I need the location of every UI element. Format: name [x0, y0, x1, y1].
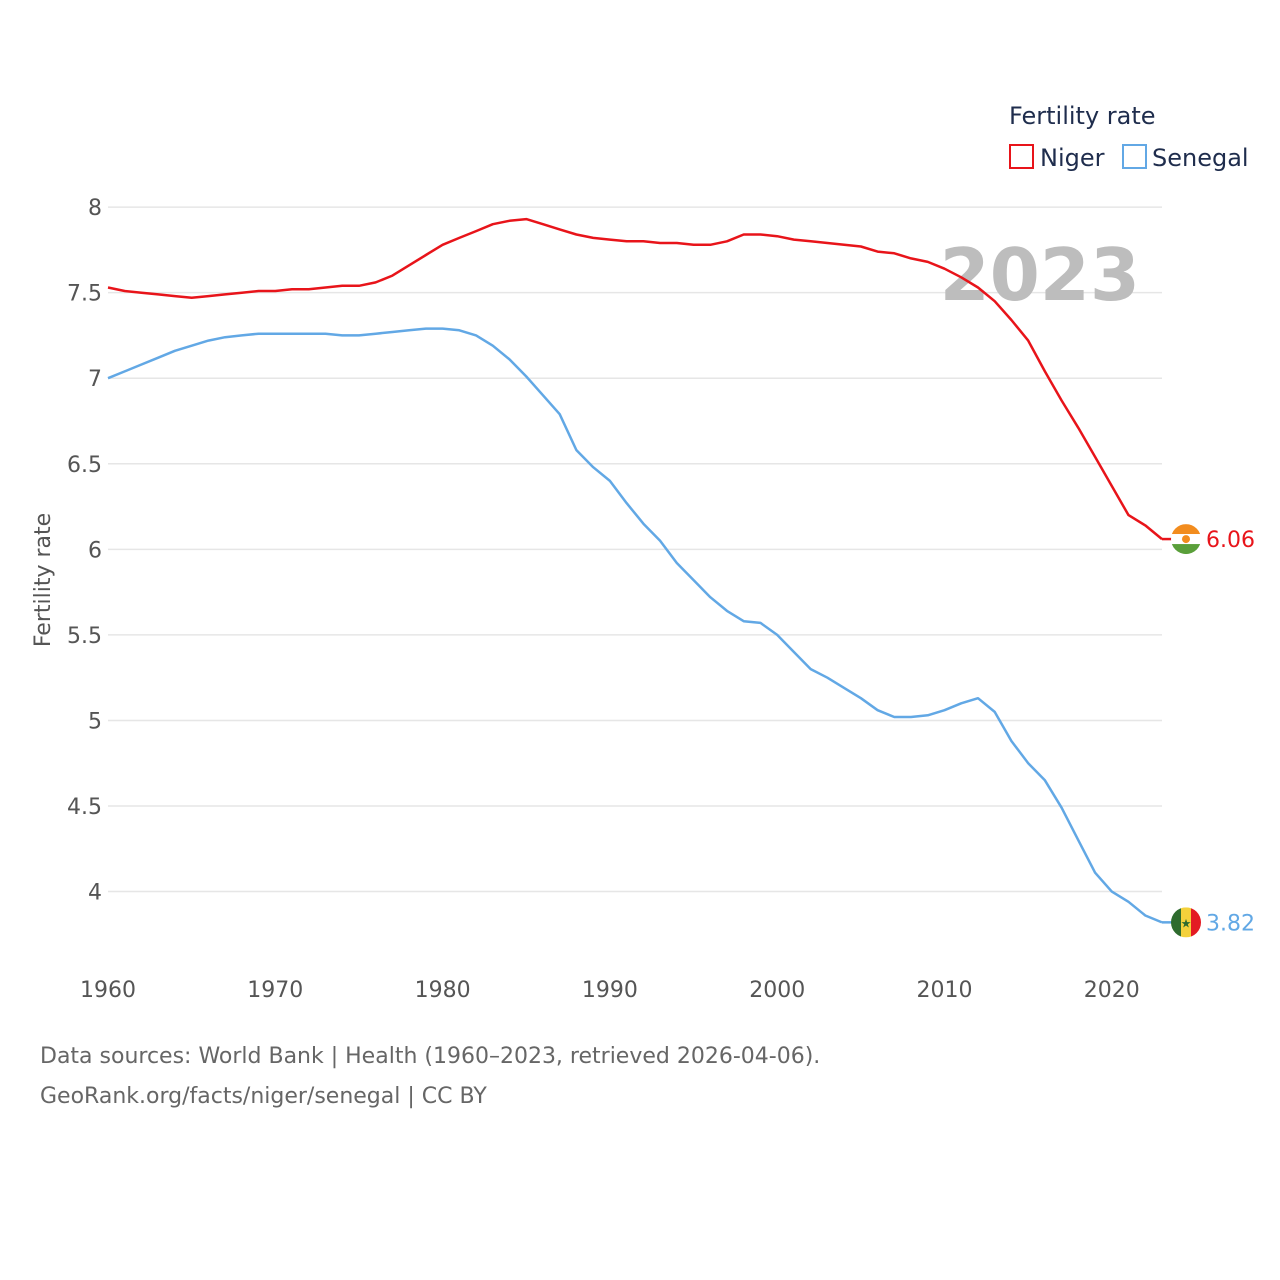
y-tick-label: 4.5	[67, 795, 102, 820]
x-tick-label: 1960	[80, 978, 136, 1003]
y-tick-label: 6	[88, 538, 102, 563]
x-axis-ticks: 1960 1970 1980 1990 2000 2010 2020	[80, 978, 1140, 1003]
x-tick-label: 2020	[1084, 978, 1140, 1003]
legend-swatch-niger	[1009, 144, 1034, 169]
end-value-niger: 6.06	[1206, 528, 1255, 553]
data-source-note: Data sources: World Bank | Health (1960–…	[40, 1044, 821, 1069]
y-tick-label: 7.5	[67, 282, 102, 307]
y-tick-label: 6.5	[67, 453, 102, 478]
x-tick-label: 2000	[749, 978, 805, 1003]
niger-flag-icon	[1171, 524, 1201, 555]
fertility-rate-chart: 4 4.5 5 5.5 6 6.5 7 7.5 8 1960 1970 1980 1990 2000 20…	[31, 102, 1255, 1003]
y-tick-label: 4	[88, 881, 102, 906]
y-tick-label: 5	[88, 709, 102, 734]
series-line-senegal[interactable]	[107, 327, 1163, 924]
legend-item-senegal[interactable]: Senegal	[1122, 144, 1249, 172]
y-axis-ticks: 4 4.5 5 5.5 6 6.5 7 7.5 8	[67, 196, 102, 905]
x-tick-label: 1970	[247, 978, 303, 1003]
legend-label-niger: Niger	[1040, 144, 1105, 172]
svg-text:★: ★	[1181, 916, 1192, 930]
end-value-senegal: 3.82	[1206, 911, 1255, 936]
y-axis-label: Fertility rate	[31, 513, 56, 647]
x-tick-label: 1980	[415, 978, 471, 1003]
series-end-labels: 6.06 ★ 3.82	[1171, 524, 1255, 938]
legend-item-niger[interactable]: Niger	[1009, 144, 1105, 172]
x-tick-label: 1990	[582, 978, 638, 1003]
legend-title: Fertility rate	[1009, 102, 1156, 130]
gridlines	[108, 206, 1162, 893]
legend: Fertility rate Niger Senegal	[1009, 102, 1249, 172]
y-tick-label: 5.5	[67, 624, 102, 649]
y-tick-label: 7	[88, 367, 102, 392]
legend-label-senegal: Senegal	[1152, 144, 1249, 172]
legend-swatch-senegal	[1122, 144, 1147, 169]
attribution-link[interactable]: GeoRank.org/facts/niger/senegal | CC BY	[40, 1084, 487, 1109]
year-watermark: 2023	[940, 233, 1140, 317]
x-tick-label: 2010	[917, 978, 973, 1003]
y-tick-label: 8	[88, 196, 102, 221]
series-line-niger[interactable]	[107, 217, 1163, 541]
series-lines	[107, 217, 1174, 924]
senegal-flag-icon: ★	[1171, 907, 1201, 938]
